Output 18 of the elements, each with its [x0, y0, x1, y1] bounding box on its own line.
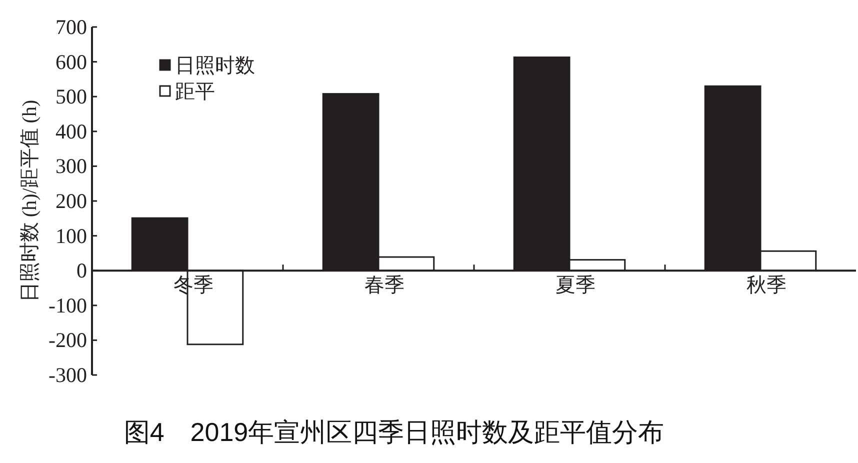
y-tick-label: -200: [48, 328, 87, 352]
y-tick-label: 200: [56, 189, 87, 213]
text: 图4 2019年宣州区四季日照时数及距平值分布: [124, 417, 664, 447]
y-tick-label: 100: [56, 224, 87, 248]
y-tick-label: 300: [56, 154, 87, 178]
x-tick-label: 春季: [364, 274, 404, 297]
y-tick-label: 600: [56, 50, 87, 74]
y-tick-label: 400: [56, 119, 87, 144]
y-tick-label: -300: [48, 363, 87, 387]
y-axis-title: 日照时数 (h)/距平值 (h): [19, 100, 41, 302]
x-tick-label: 秋季: [746, 274, 786, 297]
y-tick-label: -100: [48, 293, 87, 318]
legend-label: 日照时数: [175, 55, 255, 77]
legend-label: 距平: [175, 81, 215, 103]
x-tick-label: 夏季: [556, 274, 596, 297]
y-tick-label: 0: [76, 258, 87, 283]
y-tick-label: 500: [56, 84, 87, 109]
y-tick-label: 700: [56, 15, 87, 39]
